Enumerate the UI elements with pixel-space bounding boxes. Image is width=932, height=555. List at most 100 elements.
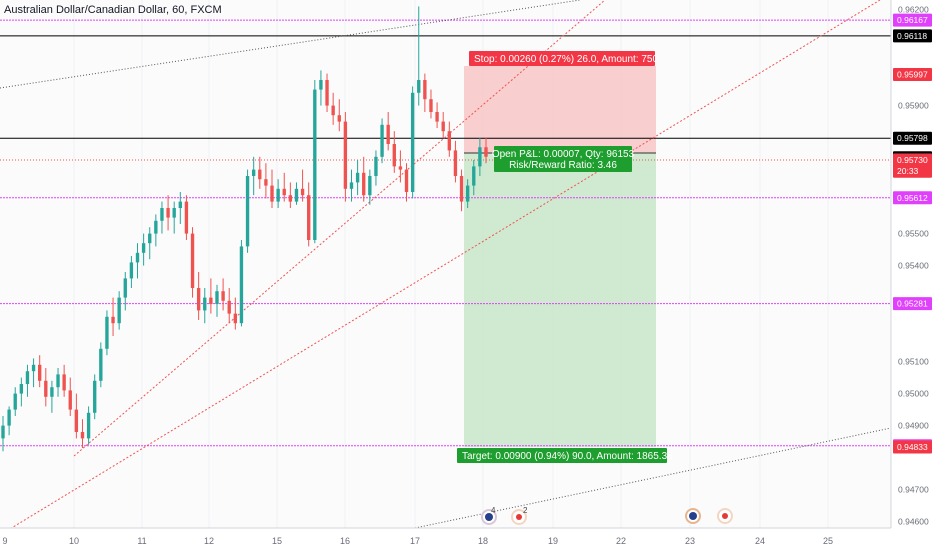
- candle-34[interactable]: [209, 278, 213, 314]
- target-label[interactable]: Target: 0.00900 (0.94%) 90.0, Amount: 18…: [457, 448, 673, 463]
- candle-56[interactable]: [343, 112, 348, 202]
- candle-2[interactable]: [13, 387, 17, 416]
- candle-13[interactable]: [80, 419, 85, 448]
- candle-29[interactable]: [178, 192, 182, 224]
- candle-body: [7, 409, 11, 426]
- level-badge-2[interactable]: 0.95798: [893, 131, 932, 145]
- candle-77[interactable]: [472, 160, 476, 196]
- candle-18[interactable]: [111, 297, 115, 336]
- candle-64[interactable]: [392, 131, 396, 173]
- candle-48[interactable]: [294, 182, 299, 205]
- candle-6[interactable]: [38, 355, 42, 388]
- take-profit-zone[interactable]: [464, 153, 656, 447]
- candle-43[interactable]: [264, 163, 268, 199]
- price-badge-4[interactable]: 0.94833: [893, 440, 932, 454]
- candle-41[interactable]: [251, 156, 256, 196]
- candle-50[interactable]: [307, 182, 311, 247]
- price-tick-label-8: 0.94700: [898, 485, 929, 495]
- candle-54[interactable]: [331, 92, 335, 125]
- candle-26[interactable]: [160, 201, 164, 234]
- candle-72[interactable]: [441, 112, 445, 138]
- candle-44[interactable]: [270, 169, 274, 208]
- candle-65[interactable]: [398, 150, 403, 183]
- candle-4[interactable]: [25, 364, 30, 397]
- candle-28[interactable]: [172, 201, 176, 234]
- candle-46[interactable]: [282, 172, 286, 202]
- candle-75[interactable]: [459, 169, 464, 212]
- candle-42[interactable]: [258, 156, 262, 189]
- candle-36[interactable]: [221, 278, 225, 311]
- candle-24[interactable]: [148, 227, 152, 260]
- candle-32[interactable]: [196, 272, 201, 320]
- time-axis[interactable]: [0, 528, 932, 550]
- candle-8[interactable]: [50, 380, 54, 413]
- candle-79[interactable]: [484, 137, 488, 164]
- level-badge-3[interactable]: 0.95612: [893, 191, 932, 205]
- pnl-label[interactable]: Open P&L: 0.00007, Qty: 96153 Risk/Rewar…: [492, 146, 635, 172]
- candle-60[interactable]: [368, 169, 372, 205]
- candle-17[interactable]: [105, 310, 109, 356]
- candle-14[interactable]: [86, 406, 91, 445]
- candle-19[interactable]: [117, 291, 121, 330]
- candle-59[interactable]: [362, 156, 366, 202]
- candle-69[interactable]: [423, 73, 427, 112]
- candle-55[interactable]: [337, 99, 341, 132]
- price-badge-2[interactable]: 0.95730: [893, 153, 932, 167]
- candle-9[interactable]: [56, 368, 60, 397]
- candle-16[interactable]: [99, 342, 103, 388]
- candle-68[interactable]: [417, 6, 421, 106]
- candle-11[interactable]: [68, 377, 72, 416]
- candle-15[interactable]: [93, 374, 97, 420]
- candle-52[interactable]: [319, 70, 323, 106]
- candle-31[interactable]: [190, 227, 195, 298]
- candle-40[interactable]: [245, 169, 250, 253]
- candle-30[interactable]: [184, 195, 189, 240]
- candle-74[interactable]: [453, 140, 458, 183]
- candle-5[interactable]: [31, 358, 36, 388]
- level-badge-4[interactable]: 0.95281: [893, 297, 932, 311]
- candle-61[interactable]: [374, 150, 378, 186]
- candle-53[interactable]: [325, 73, 329, 112]
- candle-23[interactable]: [141, 233, 146, 266]
- candle-49[interactable]: [300, 169, 305, 202]
- candle-35[interactable]: [215, 284, 219, 317]
- price-badge-0[interactable]: 0.95997: [893, 68, 932, 82]
- candle-0[interactable]: [1, 416, 5, 452]
- candle-58[interactable]: [355, 160, 360, 196]
- candle-47[interactable]: [288, 182, 293, 208]
- level-badge-1[interactable]: 0.96118: [893, 29, 932, 43]
- candle-21[interactable]: [129, 256, 134, 288]
- candle-27[interactable]: [166, 195, 170, 231]
- candle-37[interactable]: [227, 288, 231, 324]
- stop-label[interactable]: Stop: 0.00260 (0.27%) 26.0, Amount: 750: [469, 51, 658, 66]
- candle-3[interactable]: [19, 377, 24, 407]
- candle-25[interactable]: [154, 214, 158, 247]
- price-badge-3[interactable]: 20:33: [893, 164, 932, 178]
- candle-67[interactable]: [410, 86, 415, 199]
- candle-39[interactable]: [239, 240, 244, 327]
- candle-73[interactable]: [447, 121, 451, 157]
- candle-62[interactable]: [380, 118, 384, 164]
- candle-22[interactable]: [135, 243, 140, 279]
- candle-63[interactable]: [386, 112, 390, 151]
- candle-33[interactable]: [203, 288, 207, 324]
- candle-12[interactable]: [74, 393, 79, 439]
- candle-10[interactable]: [62, 364, 66, 397]
- event-badges[interactable]: 4 2: [481, 506, 733, 525]
- candle-71[interactable]: [435, 102, 439, 128]
- candle-20[interactable]: [123, 272, 127, 311]
- candle-70[interactable]: [429, 89, 433, 119]
- stop-loss-zone[interactable]: [464, 66, 656, 153]
- candle-45[interactable]: [276, 179, 280, 208]
- candle-76[interactable]: [465, 179, 470, 208]
- level-badge-0[interactable]: 0.96167: [893, 13, 932, 27]
- candle-57[interactable]: [349, 169, 354, 202]
- candle-7[interactable]: [44, 368, 48, 407]
- trend-line-steep[interactable]: [73, 0, 606, 457]
- candle-66[interactable]: [404, 163, 409, 202]
- candle-78[interactable]: [478, 137, 482, 176]
- candle-51[interactable]: [313, 80, 317, 244]
- candle-38[interactable]: [233, 297, 238, 330]
- candle-1[interactable]: [7, 406, 11, 436]
